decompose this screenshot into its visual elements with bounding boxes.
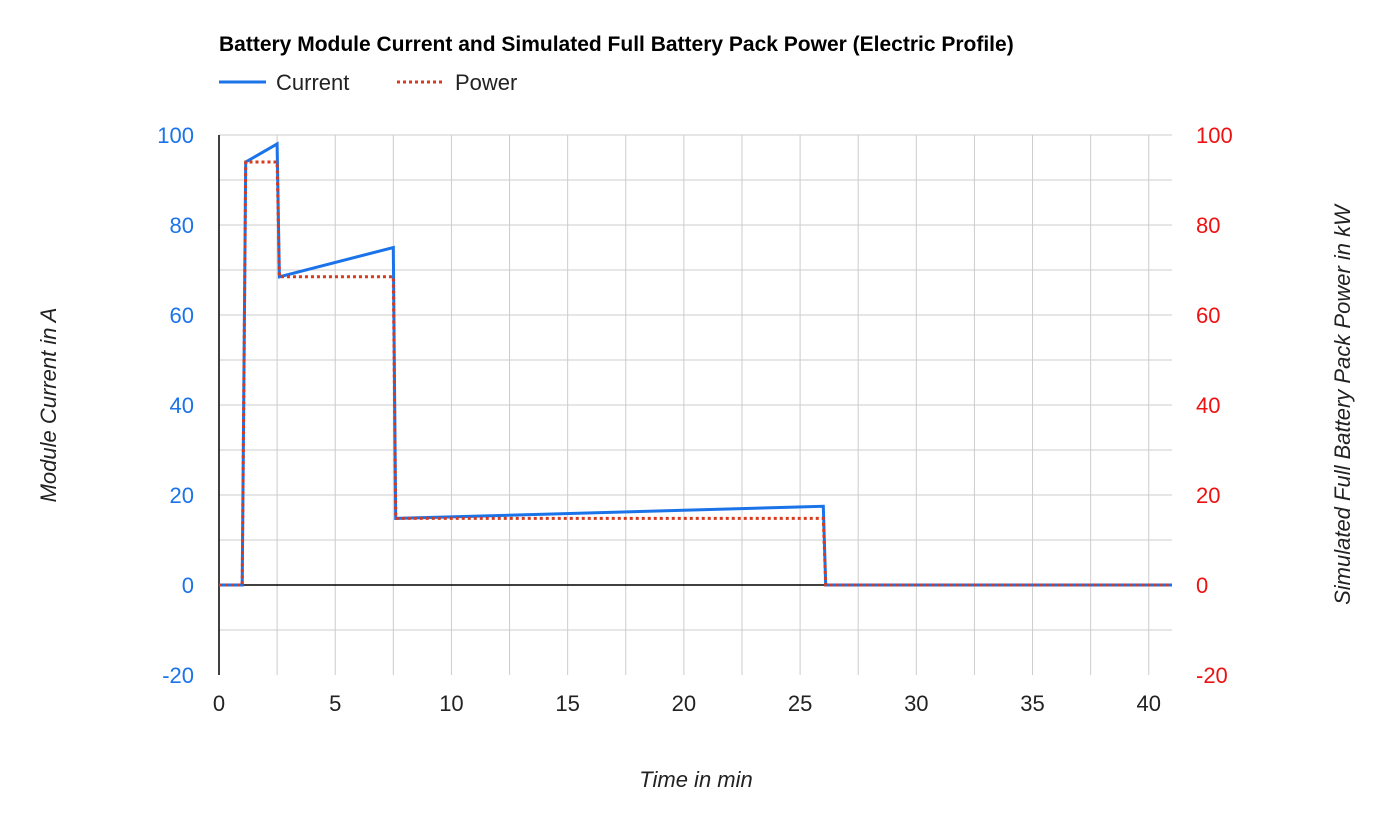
x-tick-label: 20 [672, 691, 696, 716]
x-tick-label: 5 [329, 691, 341, 716]
series-line-power [219, 160, 1172, 587]
series-line-current [219, 141, 1172, 587]
y-left-tick-label: 100 [157, 123, 194, 148]
y-left-tick-label: 60 [170, 303, 194, 328]
grid [219, 134, 1172, 675]
x-tick-label: 30 [904, 691, 928, 716]
x-axis-title: Time in min [639, 767, 753, 792]
x-tick-label: 15 [555, 691, 579, 716]
x-tick-label: 40 [1137, 691, 1161, 716]
series-group [219, 141, 1172, 587]
y-right-tick-label: 20 [1196, 483, 1220, 508]
legend-power-label: Power [455, 70, 517, 95]
y-right-tick-label: 0 [1196, 573, 1208, 598]
y-right-tick-label: 80 [1196, 213, 1220, 238]
x-tick-label: 0 [213, 691, 225, 716]
y-left-tick-label: 40 [170, 393, 194, 418]
y-left-tick-label: 20 [170, 483, 194, 508]
y-right-tick-label: 100 [1196, 123, 1233, 148]
x-tick-label: 10 [439, 691, 463, 716]
y-right-tick-label: 40 [1196, 393, 1220, 418]
y-left-tick-label: -20 [162, 663, 194, 688]
legend: Current Power [219, 70, 517, 95]
y-axis-right-title: Simulated Full Battery Pack Power in kW [1330, 203, 1355, 605]
y-left-tick-label: 0 [182, 573, 194, 598]
y-right-tick-label: -20 [1196, 663, 1228, 688]
y-right-tick-label: 60 [1196, 303, 1220, 328]
x-tick-label: 25 [788, 691, 812, 716]
tick-labels: 0 5 10 15 20 25 30 35 40 -20 0 20 40 60 80 100 -20 0 20 40 6… [157, 123, 1232, 716]
y-left-tick-label: 80 [170, 213, 194, 238]
legend-current-label: Current [276, 70, 349, 95]
chart-title: Battery Module Current and Simulated Ful… [219, 33, 1014, 56]
y-axis-left-title: Module Current in A [36, 308, 61, 503]
x-tick-label: 35 [1020, 691, 1044, 716]
